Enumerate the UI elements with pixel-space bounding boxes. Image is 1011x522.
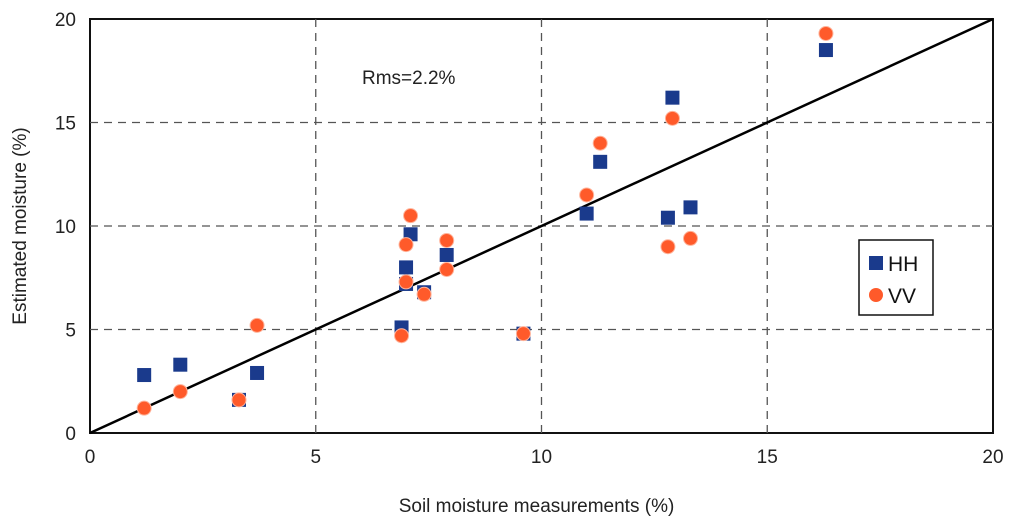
vv-point bbox=[439, 232, 455, 248]
legend-vv-marker bbox=[869, 288, 883, 302]
vv-point bbox=[515, 326, 531, 342]
x-tick-label: 5 bbox=[310, 447, 321, 468]
hh-point bbox=[683, 200, 698, 215]
vv-point bbox=[416, 286, 432, 302]
x-tick-label: 20 bbox=[982, 447, 1003, 468]
legend-hh-label: HH bbox=[888, 253, 918, 276]
legend-vv-label: VV bbox=[888, 285, 916, 308]
legend-hh-marker bbox=[869, 256, 883, 270]
hh-point bbox=[660, 210, 675, 225]
data-points bbox=[136, 25, 834, 416]
hh-point bbox=[399, 260, 414, 275]
y-tick-label: 0 bbox=[65, 424, 76, 445]
vv-point bbox=[403, 208, 419, 224]
vv-point bbox=[231, 392, 247, 408]
hh-point bbox=[593, 154, 608, 169]
vv-point bbox=[660, 239, 676, 255]
vv-point bbox=[592, 135, 608, 151]
hh-point bbox=[818, 43, 833, 58]
rms-annotation: Rms=2.2% bbox=[362, 68, 456, 89]
y-tick-label: 20 bbox=[55, 10, 76, 31]
vv-point bbox=[398, 274, 414, 290]
x-tick-label: 0 bbox=[85, 447, 96, 468]
hh-point bbox=[173, 357, 188, 372]
one-to-one-line bbox=[89, 17, 994, 435]
vv-point bbox=[136, 400, 152, 416]
vv-point bbox=[172, 384, 188, 400]
x-tick-label: 15 bbox=[757, 447, 778, 468]
vv-point bbox=[579, 187, 595, 203]
hh-point bbox=[439, 247, 454, 262]
hh-point bbox=[137, 368, 152, 383]
vv-point bbox=[682, 230, 698, 246]
tick-labels: 0 5 10 15 20 0 5 10 15 20 bbox=[55, 10, 1004, 468]
x-tick-label: 10 bbox=[531, 447, 552, 468]
hh-point bbox=[250, 365, 265, 380]
hh-point bbox=[665, 90, 680, 105]
vv-point bbox=[439, 261, 455, 277]
y-tick-label: 10 bbox=[55, 217, 76, 238]
x-axis-title: Soil moisture measurements (%) bbox=[399, 496, 675, 517]
vv-point bbox=[394, 328, 410, 344]
vv-point bbox=[249, 317, 265, 333]
legend-box bbox=[858, 239, 934, 316]
vv-point bbox=[818, 25, 834, 41]
vv-point bbox=[398, 237, 414, 253]
y-axis-title: Estimated moisture (%) bbox=[10, 127, 31, 324]
hh-point bbox=[579, 206, 594, 221]
y-tick-label: 15 bbox=[55, 114, 76, 135]
vv-point bbox=[664, 110, 680, 126]
y-tick-label: 5 bbox=[65, 321, 76, 342]
legend: HH VV bbox=[858, 239, 934, 316]
